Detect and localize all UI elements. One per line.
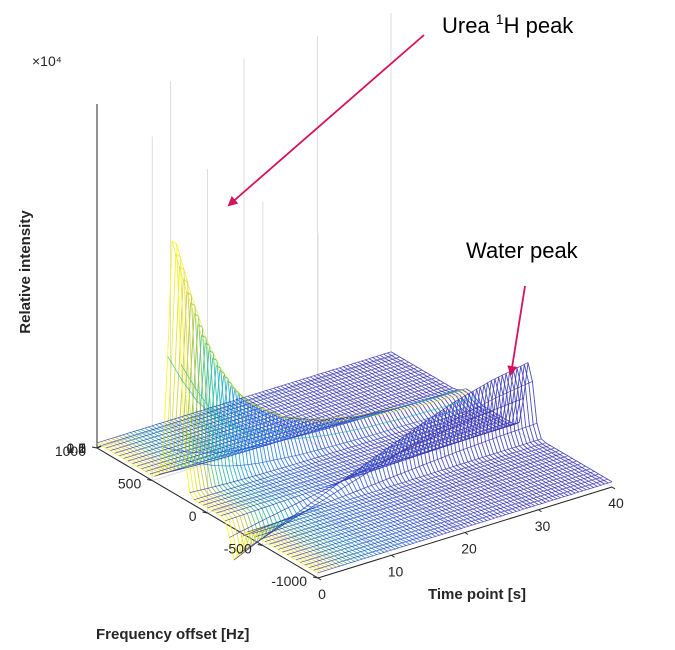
x-tick-mark [391, 554, 395, 558]
surface-frequency-line [198, 411, 493, 503]
surface-frequency-line [211, 419, 507, 511]
surface-frequency-line [158, 387, 453, 475]
surface-frequency-line [300, 471, 595, 563]
water-arrow [507, 285, 526, 376]
x-axis-label: Time point [s] [428, 586, 526, 603]
y-tick-label: 1000 [55, 443, 86, 459]
y-axis-label: Frequency offset [Hz] [96, 626, 249, 643]
surface-frequency-line [313, 478, 608, 571]
surface-frequency-line [123, 367, 418, 459]
z-tick-label: 2 [78, 440, 86, 456]
axes [91, 104, 616, 581]
z-tick-label: 1 [78, 440, 86, 456]
surface-frequency-line [251, 442, 546, 535]
y-tick-mark [147, 479, 153, 481]
surface-frequency-line [260, 447, 555, 540]
surface-frequency-line [304, 473, 599, 566]
surface-frequency-line [127, 369, 423, 462]
y-tick-mark [312, 576, 319, 579]
surface-frequency-line [136, 374, 431, 467]
surface-frequency-line [149, 382, 445, 475]
x-tick-label: 30 [535, 518, 551, 534]
surface-frequency-line [269, 452, 564, 545]
x-tick-mark [538, 509, 542, 513]
x-tick-mark [464, 532, 469, 535]
surface-frequency-line [309, 476, 604, 568]
surface-frequency-line [163, 389, 458, 454]
y-tick-label: -1000 [271, 573, 307, 589]
z-tick-label: 0 [78, 440, 86, 456]
z-tick-label: 0.5 [67, 440, 87, 456]
surface-frequency-line [176, 243, 471, 423]
surface-frequency-line [185, 402, 480, 467]
surface-frequency-line [194, 408, 489, 501]
surface-frequency-line [216, 421, 511, 514]
water-peak-annotation: Water peak [466, 238, 579, 263]
z-axis-label: Relative intensity [17, 210, 34, 334]
surface [96, 240, 613, 574]
y-tick-label: -500 [224, 541, 252, 557]
x-tick-label: 20 [461, 541, 477, 557]
y-tick-label: 500 [118, 476, 142, 492]
z-tick-mark [96, 445, 102, 449]
surface-frequency-line [96, 351, 392, 444]
surface-frequency-line [229, 397, 524, 538]
surface-frequency-line [317, 481, 613, 574]
surface-frequency-line [132, 372, 427, 464]
surface-frequency-line [286, 463, 582, 555]
x-tick-label: 0 [318, 586, 326, 602]
surface-frequency-line [203, 413, 498, 506]
x-tick-label: 40 [608, 495, 624, 511]
surface-frequency-line [278, 458, 573, 550]
surface-frequency-line [238, 381, 533, 555]
surface-frequency-line [256, 445, 551, 537]
y-tick-mark [91, 446, 98, 449]
surface-frequency-line [273, 455, 568, 548]
grid-line [262, 454, 557, 546]
y-tick-label: 0 [189, 508, 197, 524]
surface-frequency-line [119, 364, 414, 457]
surface-frequency-line [295, 468, 591, 561]
z-tick-label: 1.5 [67, 440, 87, 456]
surface-frequency-line [101, 354, 396, 446]
surface-frequency-line [220, 424, 515, 517]
urea-arrow [227, 34, 425, 207]
urea-peak-annotation: Urea 1H peak [442, 11, 574, 38]
surface-frequency-line [247, 438, 542, 533]
x-tick-mark [317, 577, 322, 581]
surface-frequency-line [110, 359, 405, 451]
y-tick-mark [257, 544, 263, 546]
surface-frequency-line [189, 405, 484, 493]
surface-frequency-line [282, 460, 577, 553]
surface-frequency-line [105, 356, 400, 449]
surface-frequency-line [233, 362, 529, 561]
surface-frequency-line [141, 377, 436, 470]
x-tick-mark [611, 486, 616, 490]
surface-frequency-line [154, 385, 449, 477]
y-tick-mark [202, 511, 208, 514]
annotation-arrows [227, 34, 526, 376]
surface-frequency-line [264, 450, 560, 542]
z-exponent-label: ×10⁴ [32, 53, 62, 69]
surface-frequency-line [145, 380, 440, 472]
surface-frequency-line [291, 465, 586, 558]
surface-frequency-line [114, 361, 409, 454]
surface-frequency-line [207, 416, 502, 509]
x-tick-label: 10 [388, 563, 404, 579]
